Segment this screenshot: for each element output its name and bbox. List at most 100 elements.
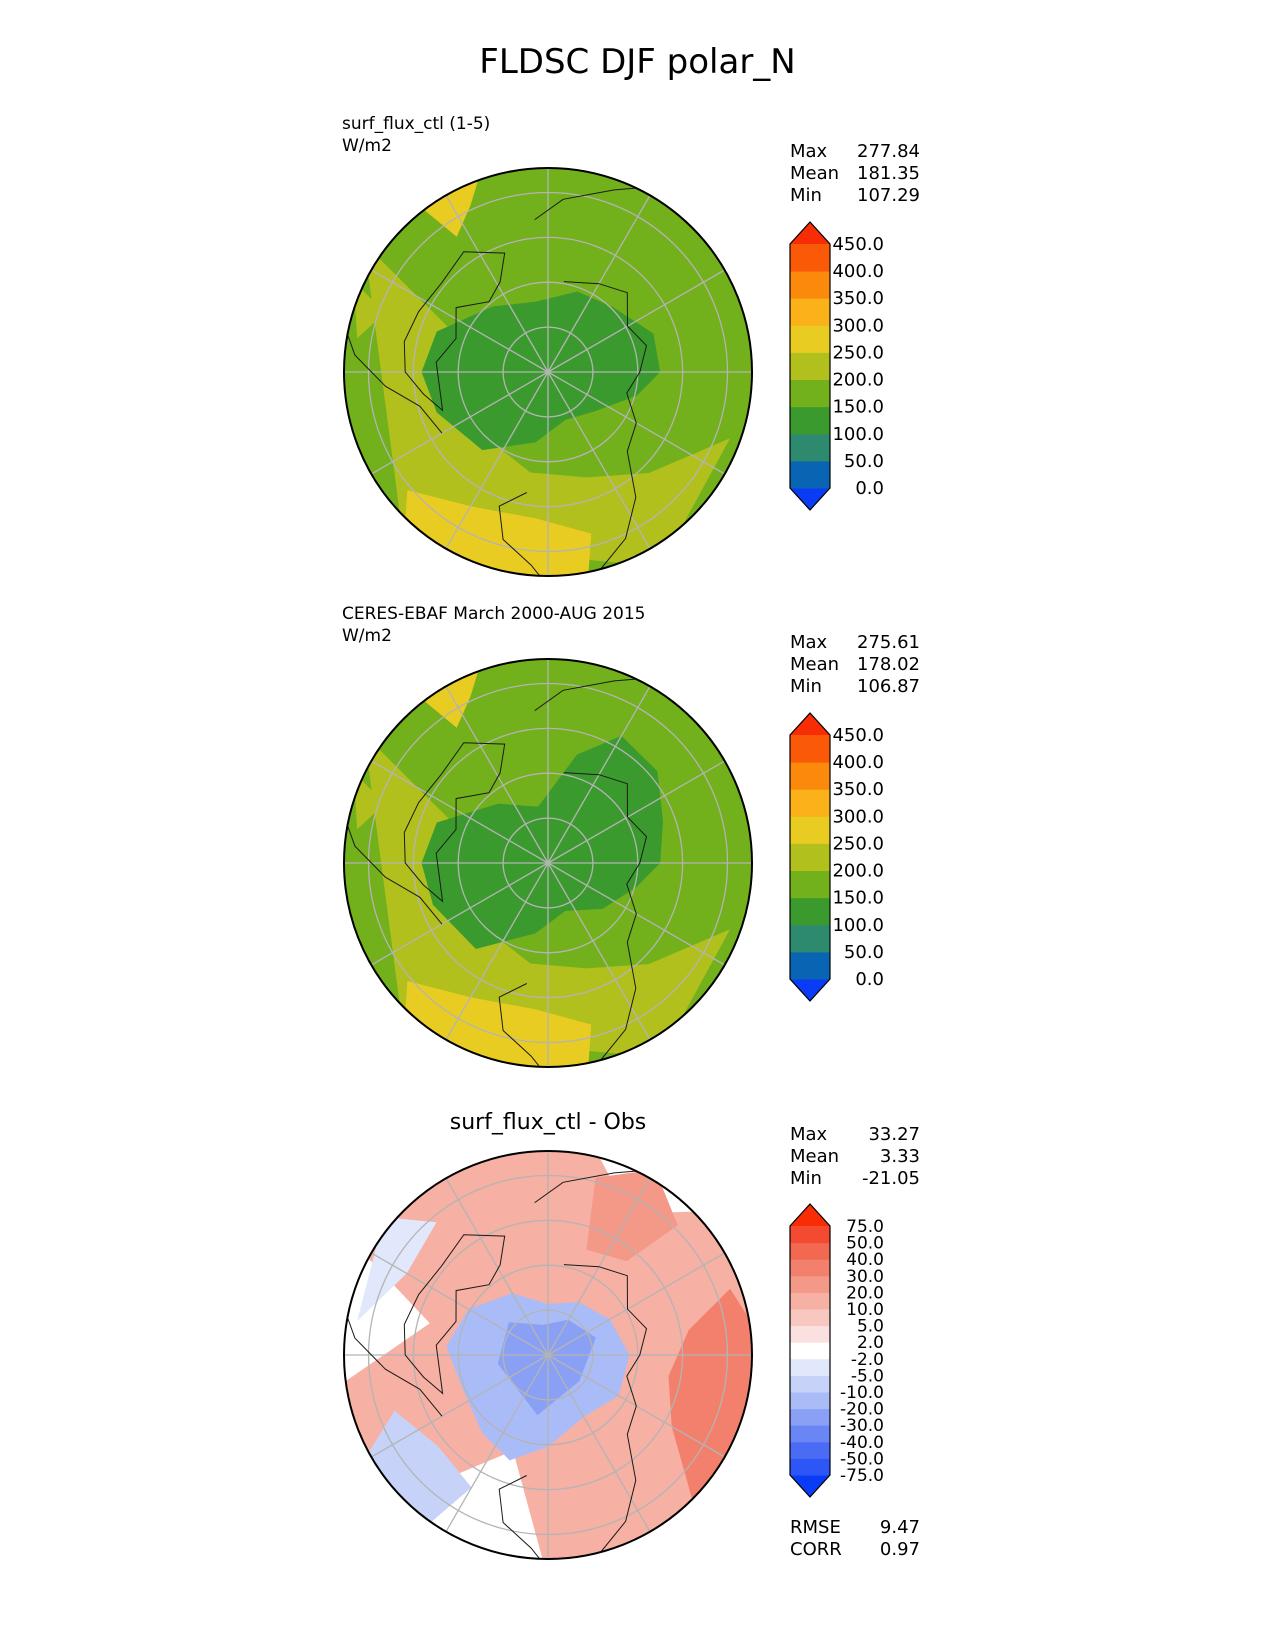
stat-key: Max bbox=[790, 141, 828, 162]
colorbar-tick-label: -30.0 bbox=[840, 1416, 884, 1436]
field-region-200-250 bbox=[364, 734, 731, 1058]
colorbar-bin bbox=[790, 789, 830, 817]
stats-block: Max 33.27 Mean 3.33 Min -21.05 bbox=[790, 1124, 920, 1190]
colorbar-bin bbox=[790, 298, 830, 326]
colorbar-tick-label: -40.0 bbox=[840, 1433, 884, 1453]
colorbar-bin bbox=[790, 1408, 830, 1426]
stat-row: CORR 0.97 bbox=[790, 1539, 920, 1561]
colorbar-tick-label: -50.0 bbox=[840, 1449, 884, 1469]
colorbar-bin bbox=[790, 735, 830, 763]
colorbar-tick-label: 350.0 bbox=[832, 779, 884, 800]
colorbar-tick-label: 50.0 bbox=[844, 942, 884, 963]
colorbar-extend-min bbox=[790, 1475, 830, 1497]
colorbar-extend-max bbox=[790, 1204, 830, 1226]
colorbar-bin bbox=[790, 433, 830, 462]
stat-value: 9.47 bbox=[879, 1517, 920, 1538]
colorbar-tick-label: 0.0 bbox=[855, 969, 884, 990]
stat-row: Max 277.84 bbox=[790, 141, 920, 163]
colorbar-bin bbox=[790, 1425, 830, 1443]
colorbar-tick-label: 5.0 bbox=[857, 1317, 884, 1337]
colorbar-bin bbox=[790, 1358, 830, 1376]
stat-value: 277.84 bbox=[857, 141, 920, 162]
colorbar-tick-label: 100.0 bbox=[832, 424, 884, 445]
field-region-250-300 bbox=[403, 490, 592, 576]
field-region-250-300 bbox=[403, 981, 592, 1067]
colorbar-bin bbox=[790, 1441, 830, 1459]
field-region-100-150 bbox=[421, 735, 663, 949]
colorbar-bin bbox=[790, 244, 830, 272]
colorbar: 0.0 50.0 100.0 150.0 200.0 250.0 300.0 350.0 400… bbox=[789, 221, 884, 511]
stat-value: 106.87 bbox=[857, 676, 920, 697]
stat-key: Min bbox=[790, 1168, 822, 1189]
field-region-pos-20-30 bbox=[586, 1169, 678, 1262]
colorbar-tick-label: -75.0 bbox=[840, 1466, 884, 1486]
colorbar-tick-label: 50.0 bbox=[844, 451, 884, 472]
colorbar-bin bbox=[790, 460, 830, 489]
colorbar-bin bbox=[790, 1458, 830, 1476]
colorbar-bin bbox=[790, 762, 830, 790]
colorbar-bin bbox=[790, 1375, 830, 1393]
colorbar-tick-label: 20.0 bbox=[846, 1283, 884, 1303]
colorbar-tick-label: -20.0 bbox=[840, 1400, 884, 1420]
colorbar-bin bbox=[790, 1392, 830, 1410]
colorbar-tick-label: 30.0 bbox=[846, 1267, 884, 1287]
colorbar-tick-label: 150.0 bbox=[832, 397, 884, 418]
colorbar-bin bbox=[790, 924, 830, 953]
map-boundary bbox=[343, 1150, 753, 1560]
colorbar-tick-label: -10.0 bbox=[840, 1383, 884, 1403]
coastlines bbox=[344, 1169, 656, 1559]
colorbar-tick-label: 400.0 bbox=[832, 752, 884, 773]
colorbar-tick-label: 450.0 bbox=[832, 725, 884, 746]
colorbar-bin bbox=[790, 325, 830, 353]
colorbar-bin bbox=[790, 1342, 830, 1360]
panel-label-line: W/m2 bbox=[342, 136, 392, 156]
colorbar-tick-label: 10.0 bbox=[846, 1300, 884, 1320]
colorbar-bin bbox=[790, 1259, 830, 1277]
graticule bbox=[344, 168, 752, 576]
colorbar-tick-label: 100.0 bbox=[832, 915, 884, 936]
colorbar-bin bbox=[790, 951, 830, 980]
stat-row: RMSE 9.47 bbox=[790, 1517, 920, 1539]
colorbar-bin bbox=[790, 1275, 830, 1293]
stat-key: Mean bbox=[790, 1146, 840, 1167]
graticule bbox=[344, 659, 752, 1067]
stat-value: -21.05 bbox=[861, 1168, 920, 1189]
colorbar-tick-label: 250.0 bbox=[832, 342, 884, 363]
stat-row: Min 107.29 bbox=[790, 185, 920, 207]
colorbar-tick-label: 200.0 bbox=[832, 370, 884, 391]
colorbar-tick-label: 200.0 bbox=[832, 861, 884, 882]
stats-block: Max 277.84 Mean 181.35 Min 107.29 bbox=[790, 141, 920, 207]
stat-value: 275.61 bbox=[857, 632, 920, 653]
colorbar-tick-label: 150.0 bbox=[832, 888, 884, 909]
colorbar-tick-label: 300.0 bbox=[832, 806, 884, 827]
colorbar-tick-label: 2.0 bbox=[857, 1333, 884, 1353]
colorbar-bin bbox=[790, 271, 830, 299]
colorbar-bin bbox=[790, 406, 830, 435]
panel-label-line: W/m2 bbox=[342, 626, 392, 646]
colorbar-outline bbox=[789, 1203, 831, 1498]
stat-key: Mean bbox=[790, 163, 840, 184]
field-region-pos-30-40 bbox=[668, 1288, 752, 1500]
stat-value: 107.29 bbox=[857, 185, 920, 206]
stat-key: Max bbox=[790, 1124, 828, 1145]
colorbar-tick-label: -2.0 bbox=[851, 1350, 884, 1370]
colorbar-tick-label: 50.0 bbox=[846, 1234, 884, 1254]
colorbar-bin bbox=[790, 1292, 830, 1310]
colorbar-bin bbox=[790, 897, 830, 926]
colorbar-bin bbox=[790, 1226, 830, 1244]
figure-title: FLDSC DJF polar_N bbox=[479, 42, 796, 82]
colorbar: -75.0-50.0-40.0-30.0-20.0-10.0-5.0-2.02.… bbox=[789, 1203, 884, 1498]
stat-row: Mean 3.33 bbox=[790, 1146, 920, 1168]
field-region-200-250 bbox=[364, 243, 731, 567]
colorbar-bin bbox=[790, 352, 830, 380]
field-region-200-250 bbox=[353, 772, 386, 830]
stat-row: Mean 178.02 bbox=[790, 654, 920, 676]
colorbar-bin bbox=[790, 379, 830, 408]
stat-row: Max 33.27 bbox=[790, 1124, 920, 1146]
colorbar-tick-label: 40.0 bbox=[846, 1250, 884, 1270]
stat-key: Min bbox=[790, 185, 822, 206]
colorbar-tick-label: 350.0 bbox=[832, 288, 884, 309]
stat-row: Max 275.61 bbox=[790, 632, 920, 654]
